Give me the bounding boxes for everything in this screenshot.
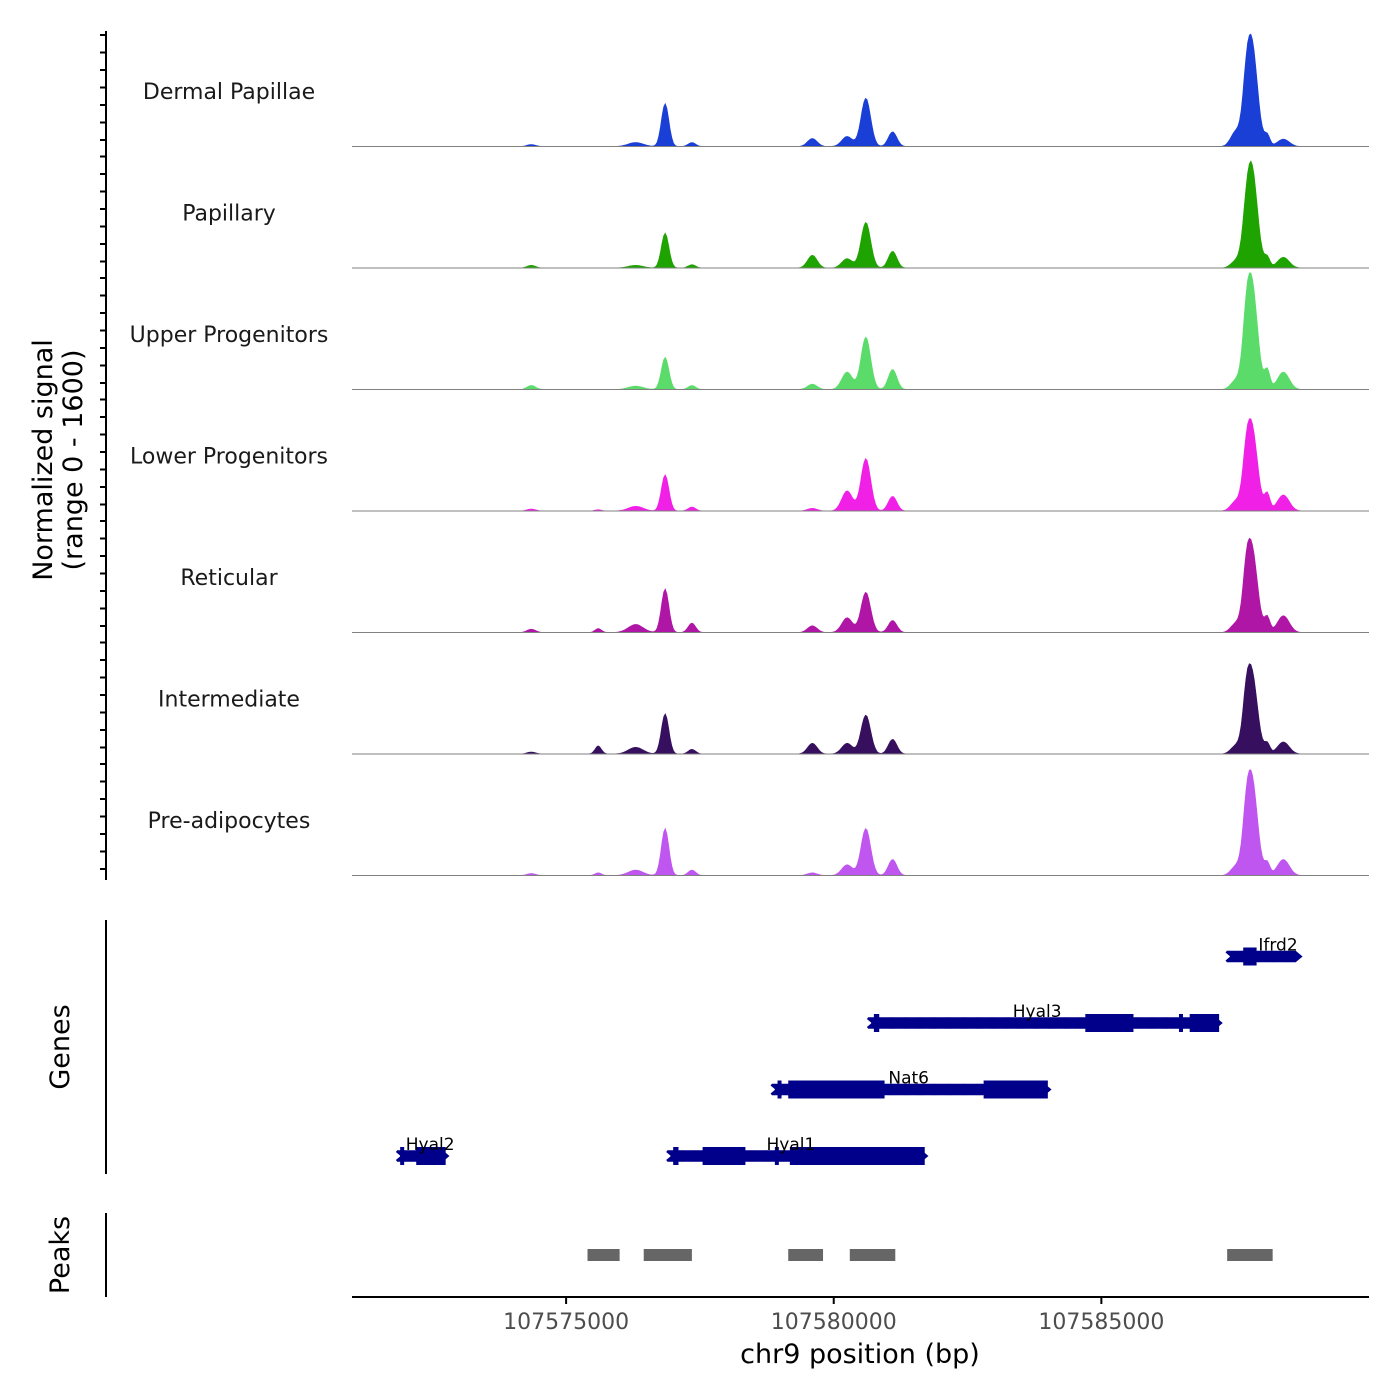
x-axis-label: chr9 position (bp) bbox=[740, 1339, 980, 1370]
gene-nat6: Nat6 bbox=[770, 1069, 1052, 1099]
gene-exon bbox=[1243, 947, 1257, 966]
track-labels: Dermal Papillae Papillary Upper Progenitor… bbox=[130, 80, 329, 834]
gene-exon bbox=[1189, 1014, 1220, 1032]
signal-tracks bbox=[352, 33, 1369, 876]
gene-label: Hyal1 bbox=[767, 1135, 816, 1155]
gene-label: Hyal3 bbox=[1013, 1002, 1062, 1022]
track-label: Pre-adipocytes bbox=[148, 809, 311, 834]
peak-region bbox=[587, 1249, 620, 1261]
gene-exon bbox=[774, 1147, 779, 1165]
y-axis-label-line2: (range 0 - 1600) bbox=[58, 350, 89, 571]
peak-track bbox=[587, 1249, 1273, 1261]
x-axis-tick-label: 107585000 bbox=[1038, 1310, 1164, 1335]
gene-exon bbox=[788, 1080, 885, 1099]
gene-label: Ifrd2 bbox=[1258, 936, 1297, 956]
peak-region bbox=[1227, 1249, 1273, 1261]
signal-track-lower-progenitors bbox=[352, 418, 1369, 512]
peaks-axis-label: Peaks bbox=[45, 1216, 76, 1294]
x-axis: 107575000 107580000 107585000 bbox=[352, 1296, 1369, 1335]
gene-exon bbox=[400, 1147, 405, 1165]
peak-region bbox=[849, 1249, 896, 1261]
signal-track-dermal-papillae bbox=[352, 33, 1369, 147]
track-label: Upper Progenitors bbox=[130, 323, 329, 348]
genes-axis-label: Genes bbox=[45, 1004, 76, 1089]
track-label: Intermediate bbox=[158, 688, 300, 713]
gene-exon bbox=[777, 1080, 782, 1099]
signal-track-intermediate bbox=[352, 663, 1369, 755]
gene-exon bbox=[789, 1147, 925, 1165]
signal-track-reticular bbox=[352, 537, 1369, 633]
signal-track-pre-adipocytes bbox=[352, 769, 1369, 876]
y-axis-label-line1: Normalized signal bbox=[28, 339, 59, 581]
signal-track-papillary bbox=[352, 160, 1369, 269]
gene-exon bbox=[1178, 1014, 1183, 1032]
gene-label: Hyal2 bbox=[406, 1135, 455, 1155]
signal-axis-ticks bbox=[100, 34, 106, 870]
y-axis-label: Normalized signal (range 0 - 1600) bbox=[28, 339, 89, 581]
gene-hyal3: Hyal3 bbox=[866, 1002, 1223, 1032]
gene-track: Hyal2 Hyal1 Nat6 Hyal3 Ifrd2 bbox=[395, 936, 1303, 1165]
track-label: Papillary bbox=[182, 202, 276, 227]
peak-region bbox=[788, 1249, 824, 1261]
gene-ifrd2: Ifrd2 bbox=[1225, 936, 1303, 966]
gene-exon bbox=[873, 1014, 880, 1032]
strand-arrow bbox=[1293, 950, 1303, 963]
gene-exon bbox=[702, 1147, 746, 1165]
track-label: Reticular bbox=[180, 566, 278, 591]
track-label: Lower Progenitors bbox=[130, 445, 328, 470]
track-label: Dermal Papillae bbox=[143, 80, 315, 105]
gene-hyal2: Hyal2 bbox=[395, 1135, 455, 1165]
gene-exon bbox=[983, 1080, 1048, 1099]
peak-region bbox=[643, 1249, 692, 1261]
x-axis-tick-label: 107575000 bbox=[503, 1310, 629, 1335]
gene-hyal1: Hyal1 bbox=[666, 1135, 929, 1165]
left-axes bbox=[100, 31, 107, 1297]
gene-label: Nat6 bbox=[888, 1069, 929, 1089]
signal-track-upper-progenitors bbox=[352, 272, 1369, 390]
x-axis-tick-label: 107580000 bbox=[771, 1310, 897, 1335]
gene-exon bbox=[1085, 1014, 1134, 1032]
gene-exon bbox=[416, 1147, 446, 1165]
gene-exon bbox=[673, 1147, 679, 1165]
